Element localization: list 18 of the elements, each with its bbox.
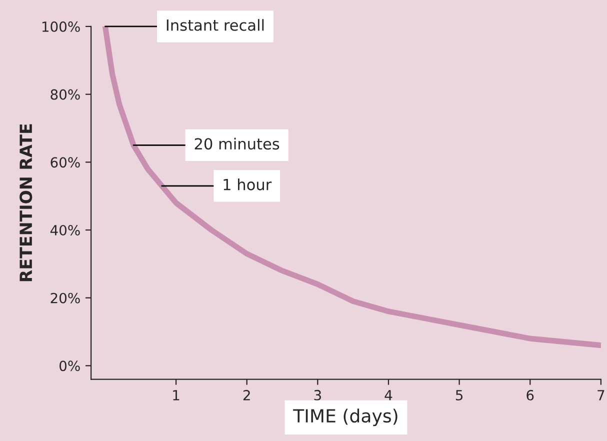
y-tick-label: 40% bbox=[50, 224, 80, 236]
y-tick-label: 60% bbox=[50, 157, 80, 168]
y-tick-label: 0% bbox=[60, 360, 80, 372]
x-tick-label: 2 bbox=[243, 390, 250, 400]
y-tick-label: 20% bbox=[50, 292, 80, 304]
x-tick-label: 3 bbox=[314, 390, 321, 400]
annotation: 1 hour bbox=[224, 178, 272, 190]
x-tick-label: 4 bbox=[384, 390, 392, 400]
y-axis-title: RETENTION RATE bbox=[20, 124, 32, 282]
y-tick-label: 100% bbox=[42, 21, 80, 32]
x-tick-label: 6 bbox=[526, 390, 534, 400]
y-tick-label: 80% bbox=[50, 89, 80, 100]
x-tick-label: 5 bbox=[456, 390, 462, 400]
annotation: Instant recall bbox=[166, 19, 264, 31]
annotation: 20 minutes bbox=[194, 138, 280, 150]
x-tick-label: 7 bbox=[598, 390, 604, 400]
x-axis-title: TIME (days) bbox=[293, 408, 398, 426]
x-tick-label: 1 bbox=[173, 390, 180, 400]
